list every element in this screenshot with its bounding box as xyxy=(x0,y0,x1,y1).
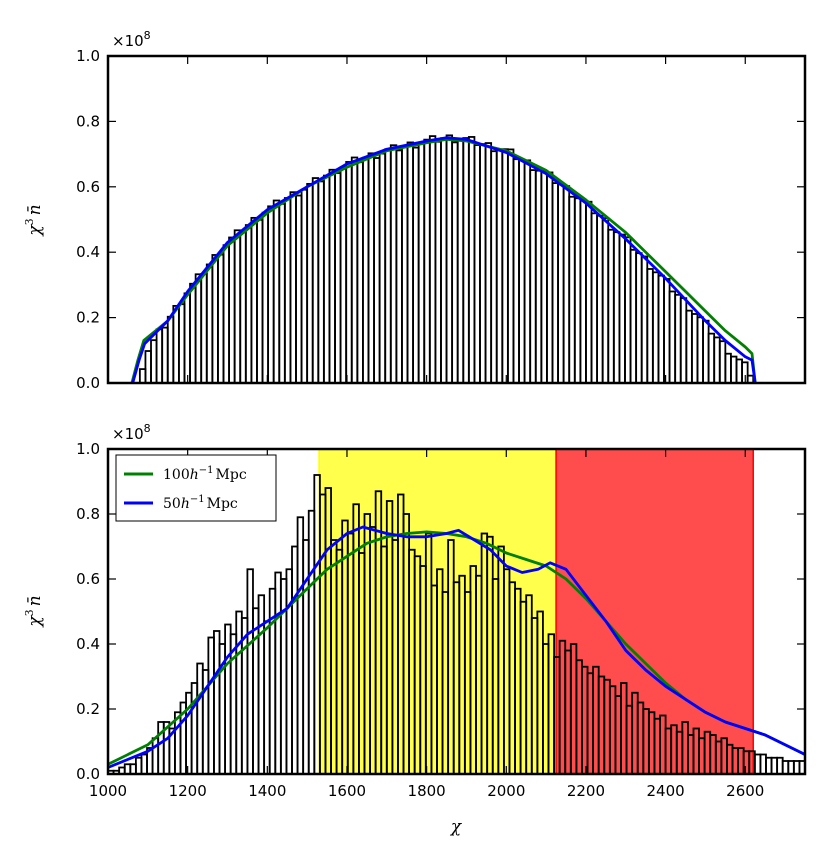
x-tick-label: 1600 xyxy=(328,782,366,800)
bottom-offset-text: ×108 xyxy=(112,422,151,443)
series-line-1 xyxy=(131,136,757,384)
y-tick-label: 0.6 xyxy=(76,570,100,588)
top-smoothed-curves xyxy=(130,136,757,384)
y-tick-label: 0.4 xyxy=(76,635,100,653)
bottom-panel: 0.0 0.2 0.4 0.6 0.8 1.0 1000 1200 1400 1600 1800 2… xyxy=(23,422,807,837)
y-tick-label: 1.0 xyxy=(76,47,100,65)
top-axes-frame xyxy=(106,54,807,385)
y-tick-label: 0.8 xyxy=(76,505,100,523)
top-y-ticks: 0.0 0.2 0.4 0.6 0.8 1.0 xyxy=(76,47,805,392)
x-tick-label: 2600 xyxy=(726,782,764,800)
bottom-axes-frame xyxy=(106,447,807,776)
y-tick-label: 0.0 xyxy=(76,765,100,783)
y-tick-label: 0.4 xyxy=(76,243,100,261)
y-tick-label: 0.8 xyxy=(76,112,100,130)
y-tick-label: 0.2 xyxy=(76,700,100,718)
legend-label-100: 100h−1 Mpc xyxy=(163,465,247,483)
y-tick-label: 0.6 xyxy=(76,178,100,196)
top-y-axis-label: χ3n̄ xyxy=(23,204,45,236)
x-tick-label: 1400 xyxy=(248,782,286,800)
legend-label-50: 50h−1 Mpc xyxy=(163,494,238,512)
x-tick-label: 1000 xyxy=(89,782,127,800)
legend-box xyxy=(115,454,277,522)
x-tick-label: 1200 xyxy=(169,782,207,800)
bottom-y-axis-label: χ3n̄ xyxy=(23,595,45,627)
y-tick-label: 0.2 xyxy=(76,309,100,327)
x-tick-label: 2200 xyxy=(567,782,605,800)
x-tick-label: 2000 xyxy=(487,782,525,800)
y-tick-label: 0.0 xyxy=(76,374,100,392)
series-line-1 xyxy=(107,525,806,769)
y-tick-label: 1.0 xyxy=(76,440,100,458)
x-tick-label: 2400 xyxy=(647,782,685,800)
top-panel: 0.0 0.2 0.4 0.6 0.8 1.0 ×108 χ3n̄ xyxy=(23,29,807,392)
x-tick-label: 1800 xyxy=(408,782,446,800)
x-axis-label: χ xyxy=(450,817,463,837)
bottom-x-ticks: 1000 1200 1400 1600 1800 2000 2200 2400 2600 xyxy=(89,449,764,800)
bottom-y-ticks: 0.0 0.2 0.4 0.6 0.8 1.0 xyxy=(76,440,805,783)
legend: 100h−1 Mpc 50h−1 Mpc xyxy=(115,454,277,522)
bottom-smoothed-curves xyxy=(107,525,806,769)
top-offset-text: ×108 xyxy=(112,29,151,50)
